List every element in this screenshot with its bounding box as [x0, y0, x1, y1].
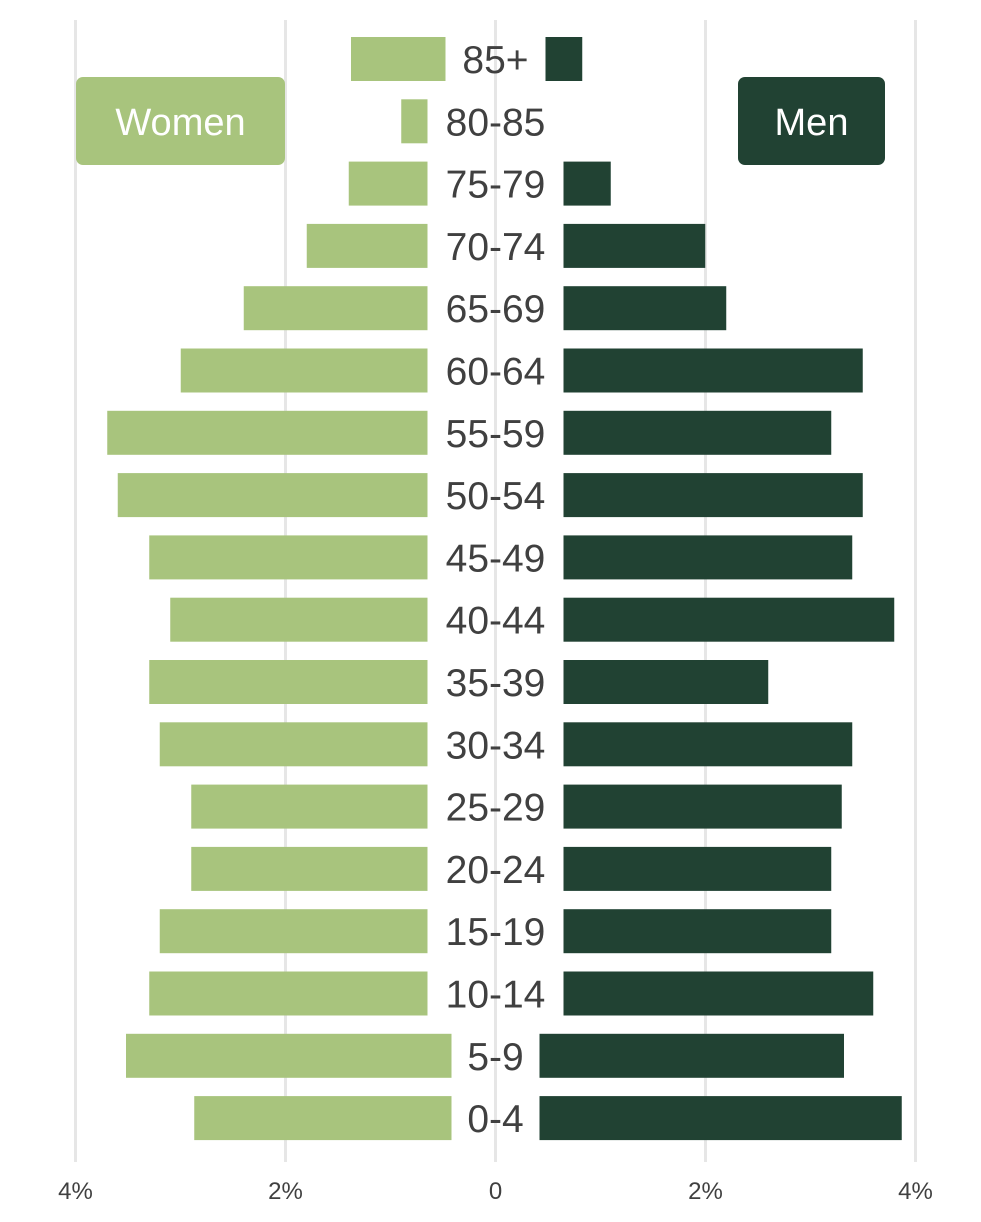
bar-women: [107, 410, 428, 455]
bar-men: [563, 348, 863, 393]
age-group-label: 75-79: [446, 164, 546, 207]
bar-women: [180, 348, 428, 393]
legend-men-box: [738, 77, 885, 165]
age-group-label: 25-29: [446, 787, 546, 830]
age-group-label: 20-24: [446, 849, 546, 892]
legend-women-label: Women: [115, 102, 245, 144]
bar-men: [563, 784, 842, 829]
bar-women: [191, 846, 428, 891]
bar-women: [348, 161, 428, 206]
bar-women: [306, 223, 428, 268]
bar-men: [563, 971, 874, 1016]
bar-men: [563, 286, 727, 331]
age-group-label: 80-85: [446, 101, 546, 144]
bar-men: [563, 597, 895, 642]
x-tick-label: 2%: [688, 1178, 723, 1205]
bar-women: [149, 660, 428, 704]
bar-men: [563, 410, 832, 455]
bar-men: [563, 473, 863, 518]
bar-women: [159, 722, 428, 767]
legend-men-label: Men: [775, 102, 849, 144]
bar-women: [159, 909, 428, 954]
x-tick-label: 4%: [898, 1178, 933, 1205]
age-group-label: 35-39: [446, 662, 546, 705]
bar-women: [351, 37, 446, 81]
bar-men: [563, 223, 706, 268]
bar-men: [563, 846, 832, 891]
age-group-label: 70-74: [446, 226, 546, 269]
x-tick-label: 0: [489, 1178, 502, 1205]
legend-women: Women: [76, 77, 285, 165]
legend-men: Men: [738, 77, 885, 165]
bar-men: [563, 722, 853, 767]
legend-women-box: [76, 77, 285, 165]
bar-women: [117, 473, 428, 518]
bar-women: [194, 1096, 452, 1141]
bars: [107, 37, 902, 1141]
x-tick-label: 4%: [58, 1178, 93, 1205]
bar-women: [149, 971, 428, 1016]
age-group-label: 0-4: [467, 1098, 523, 1141]
bar-men: [563, 909, 832, 954]
age-group-label: 30-34: [446, 724, 546, 767]
bar-men: [545, 37, 583, 81]
age-group-label: 85+: [462, 39, 528, 82]
bar-men: [563, 535, 853, 580]
x-axis-ticks: 4% 2% 0 2% 4%: [58, 1178, 933, 1205]
bar-men: [539, 1033, 844, 1078]
bar-women: [149, 535, 428, 580]
age-group-label: 60-64: [446, 351, 546, 394]
bar-men: [539, 1096, 902, 1141]
age-group-label: 65-69: [446, 288, 546, 331]
age-group-label: 45-49: [446, 537, 546, 580]
age-group-label: 40-44: [446, 600, 546, 643]
bar-women: [126, 1033, 452, 1078]
bar-women: [401, 99, 428, 144]
bar-women: [191, 784, 428, 829]
age-group-label: 15-19: [446, 911, 546, 954]
age-group-label: 50-54: [446, 475, 546, 518]
x-tick-label: 2%: [268, 1178, 303, 1205]
age-group-label: 55-59: [446, 413, 546, 456]
bar-women: [243, 286, 428, 331]
age-group-label: 10-14: [446, 974, 546, 1017]
bar-women: [170, 597, 428, 642]
age-group-label: 5-9: [467, 1036, 523, 1079]
bar-men: [563, 660, 769, 704]
age-labels: 85+ 80-85 75-79 70-74 65-69 60-64 55-59 50-54 45…: [446, 39, 546, 1141]
bar-men: [563, 161, 611, 206]
